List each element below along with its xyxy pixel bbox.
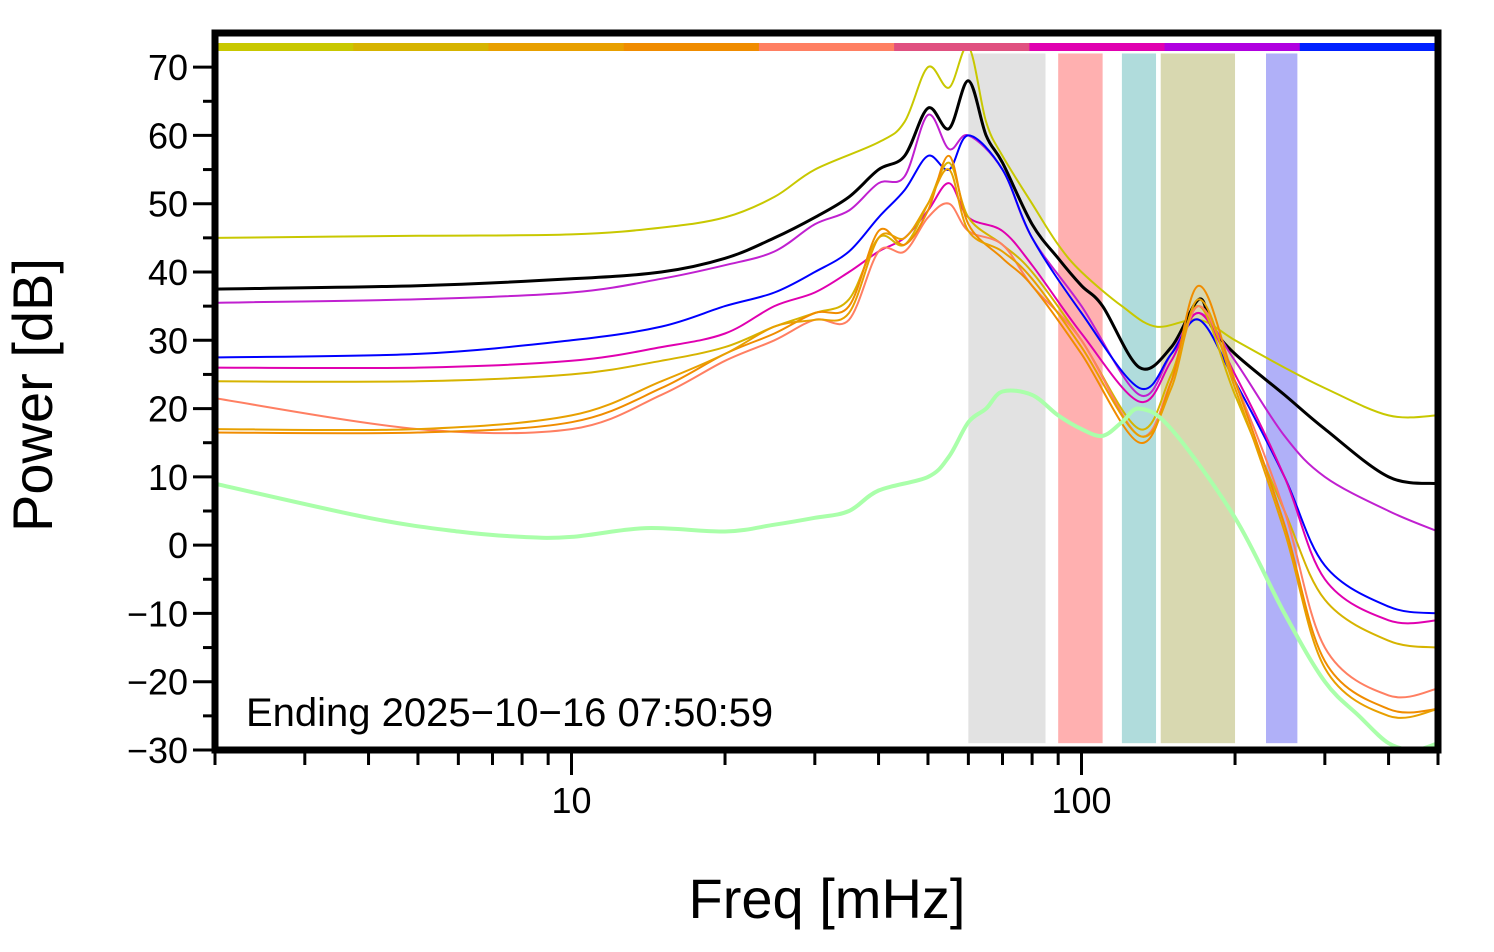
y-tick-label-5: 20: [148, 389, 188, 430]
y-tick-label-2: 50: [148, 184, 188, 225]
top-color-bar: [218, 43, 1436, 51]
series-group: [215, 45, 1438, 750]
y-tick-label-9: −20: [127, 662, 188, 703]
top-bar-segment-3: [623, 43, 760, 51]
y-tick-label-4: 30: [148, 320, 188, 361]
ending-timestamp-annotation: Ending 2025−10−16 07:50:59: [246, 691, 773, 735]
top-bar-segment-7: [1164, 43, 1301, 51]
y-tick-label-3: 40: [148, 252, 188, 293]
top-bar-segment-2: [488, 43, 625, 51]
series-line-9: [215, 388, 1438, 750]
series-line-7: [215, 154, 1438, 714]
series-line-2: [215, 113, 1438, 533]
shaded-band-4: [1265, 53, 1298, 744]
y-tick-label-6: 10: [148, 457, 188, 498]
y-tick-label-0: 70: [148, 47, 188, 88]
top-bar-segment-4: [758, 43, 895, 51]
y-axis-label: Power [dB]: [1, 258, 64, 532]
y-tick-label-1: 60: [148, 115, 188, 156]
shaded-band-0: [968, 53, 1046, 744]
series-line-6: [215, 202, 1438, 699]
plot-frame: [211, 29, 1442, 754]
top-bar-segment-1: [353, 43, 489, 51]
series-line-0: [215, 45, 1438, 419]
shaded-band-3: [1160, 53, 1236, 744]
x-tick-label-0: 10: [551, 780, 591, 821]
x-axis-label: Freq [mHz]: [689, 867, 966, 930]
top-bar-segment-0: [218, 43, 354, 51]
top-bar-segment-5: [894, 43, 1030, 51]
shaded-band-1: [1058, 53, 1103, 744]
y-tick-label-8: −10: [127, 593, 188, 634]
series-line-8: [215, 168, 1438, 719]
y-tick-label-10: −30: [127, 730, 188, 771]
shaded-bands: [968, 53, 1298, 744]
top-bar-segment-6: [1029, 43, 1166, 51]
y-axis-ticks: 70 60 50 40 30 20 10 0 −10 −20 −30: [127, 47, 215, 771]
series-line-3: [215, 134, 1438, 615]
x-axis-ticks: 10 100: [213, 750, 1440, 821]
x-tick-label-1: 100: [1051, 780, 1111, 821]
top-bar-segment-8: [1299, 43, 1436, 51]
y-tick-label-7: 0: [168, 525, 188, 566]
